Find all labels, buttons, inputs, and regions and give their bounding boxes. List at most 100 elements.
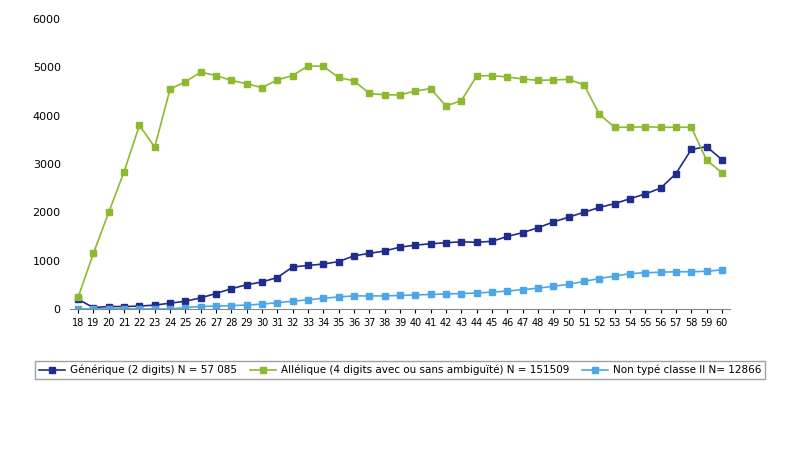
Générique (2 digits) N = 57 085 bbox=[134, 303, 144, 309]
Allélique (4 digits avec ou sans ambiguïté) N = 151509 bbox=[318, 63, 328, 69]
Non typé classe II N= 12866 bbox=[641, 270, 650, 275]
Non typé classe II N= 12866 bbox=[211, 303, 221, 309]
Allélique (4 digits avec ou sans ambiguïté) N = 151509 bbox=[564, 76, 574, 82]
Générique (2 digits) N = 57 085 bbox=[564, 214, 574, 220]
Allélique (4 digits avec ou sans ambiguïté) N = 151509 bbox=[487, 73, 497, 78]
Générique (2 digits) N = 57 085 bbox=[472, 240, 482, 245]
Allélique (4 digits avec ou sans ambiguïté) N = 151509 bbox=[104, 210, 114, 215]
Legend: Générique (2 digits) N = 57 085, Allélique (4 digits avec ou sans ambiguïté) N =: Générique (2 digits) N = 57 085, Alléliq… bbox=[34, 361, 766, 379]
Générique (2 digits) N = 57 085 bbox=[104, 304, 114, 309]
Allélique (4 digits avec ou sans ambiguïté) N = 151509 bbox=[365, 90, 374, 96]
Allélique (4 digits avec ou sans ambiguïté) N = 151509 bbox=[686, 124, 696, 130]
Non typé classe II N= 12866 bbox=[318, 295, 328, 301]
Non typé classe II N= 12866 bbox=[410, 292, 420, 298]
Générique (2 digits) N = 57 085 bbox=[656, 185, 666, 191]
Non typé classe II N= 12866 bbox=[365, 293, 374, 299]
Non typé classe II N= 12866 bbox=[564, 281, 574, 287]
Générique (2 digits) N = 57 085 bbox=[410, 242, 420, 248]
Générique (2 digits) N = 57 085 bbox=[518, 230, 527, 235]
Non typé classe II N= 12866 bbox=[226, 303, 236, 308]
Non typé classe II N= 12866 bbox=[457, 291, 466, 296]
Line: Générique (2 digits) N = 57 085: Générique (2 digits) N = 57 085 bbox=[75, 144, 725, 310]
Générique (2 digits) N = 57 085 bbox=[288, 264, 298, 270]
Allélique (4 digits avec ou sans ambiguïté) N = 151509 bbox=[334, 75, 343, 80]
Générique (2 digits) N = 57 085 bbox=[579, 210, 589, 215]
Non typé classe II N= 12866 bbox=[104, 306, 114, 312]
Allélique (4 digits avec ou sans ambiguïté) N = 151509 bbox=[226, 77, 236, 83]
Allélique (4 digits avec ou sans ambiguïté) N = 151509 bbox=[150, 144, 159, 150]
Non typé classe II N= 12866 bbox=[702, 268, 711, 274]
Générique (2 digits) N = 57 085 bbox=[74, 296, 83, 302]
Générique (2 digits) N = 57 085 bbox=[594, 205, 604, 210]
Allélique (4 digits avec ou sans ambiguïté) N = 151509 bbox=[242, 81, 251, 87]
Non typé classe II N= 12866 bbox=[502, 288, 512, 294]
Non typé classe II N= 12866 bbox=[134, 306, 144, 312]
Allélique (4 digits avec ou sans ambiguïté) N = 151509 bbox=[89, 251, 98, 256]
Générique (2 digits) N = 57 085 bbox=[395, 244, 405, 250]
Allélique (4 digits avec ou sans ambiguïté) N = 151509 bbox=[641, 124, 650, 130]
Générique (2 digits) N = 57 085 bbox=[166, 301, 175, 306]
Générique (2 digits) N = 57 085 bbox=[273, 275, 282, 281]
Allélique (4 digits avec ou sans ambiguïté) N = 151509 bbox=[380, 92, 390, 98]
Allélique (4 digits avec ou sans ambiguïté) N = 151509 bbox=[395, 92, 405, 98]
Générique (2 digits) N = 57 085 bbox=[119, 304, 129, 309]
Générique (2 digits) N = 57 085 bbox=[258, 279, 267, 285]
Non typé classe II N= 12866 bbox=[273, 300, 282, 306]
Générique (2 digits) N = 57 085 bbox=[487, 239, 497, 244]
Non typé classe II N= 12866 bbox=[166, 306, 175, 312]
Générique (2 digits) N = 57 085 bbox=[350, 253, 359, 259]
Non typé classe II N= 12866 bbox=[671, 269, 681, 274]
Générique (2 digits) N = 57 085 bbox=[334, 259, 343, 264]
Non typé classe II N= 12866 bbox=[242, 302, 251, 308]
Non typé classe II N= 12866 bbox=[656, 269, 666, 275]
Non typé classe II N= 12866 bbox=[533, 285, 542, 291]
Allélique (4 digits avec ou sans ambiguïté) N = 151509 bbox=[594, 111, 604, 117]
Non typé classe II N= 12866 bbox=[472, 290, 482, 296]
Non typé classe II N= 12866 bbox=[487, 289, 497, 295]
Allélique (4 digits avec ou sans ambiguïté) N = 151509 bbox=[181, 79, 190, 85]
Générique (2 digits) N = 57 085 bbox=[426, 241, 435, 247]
Allélique (4 digits avec ou sans ambiguïté) N = 151509 bbox=[441, 103, 450, 109]
Non typé classe II N= 12866 bbox=[686, 269, 696, 274]
Générique (2 digits) N = 57 085 bbox=[641, 191, 650, 197]
Allélique (4 digits avec ou sans ambiguïté) N = 151509 bbox=[472, 73, 482, 79]
Générique (2 digits) N = 57 085 bbox=[226, 286, 236, 291]
Non typé classe II N= 12866 bbox=[426, 292, 435, 297]
Non typé classe II N= 12866 bbox=[610, 273, 619, 279]
Non typé classe II N= 12866 bbox=[196, 304, 206, 309]
Allélique (4 digits avec ou sans ambiguïté) N = 151509 bbox=[671, 124, 681, 130]
Allélique (4 digits avec ou sans ambiguïté) N = 151509 bbox=[549, 77, 558, 82]
Générique (2 digits) N = 57 085 bbox=[318, 261, 328, 267]
Allélique (4 digits avec ou sans ambiguïté) N = 151509 bbox=[134, 123, 144, 128]
Non typé classe II N= 12866 bbox=[89, 306, 98, 312]
Non typé classe II N= 12866 bbox=[334, 294, 343, 300]
Non typé classe II N= 12866 bbox=[441, 291, 450, 297]
Non typé classe II N= 12866 bbox=[150, 306, 159, 312]
Générique (2 digits) N = 57 085 bbox=[502, 233, 512, 239]
Générique (2 digits) N = 57 085 bbox=[702, 144, 711, 150]
Générique (2 digits) N = 57 085 bbox=[533, 225, 542, 231]
Non typé classe II N= 12866 bbox=[395, 293, 405, 298]
Non typé classe II N= 12866 bbox=[119, 306, 129, 312]
Allélique (4 digits avec ou sans ambiguïté) N = 151509 bbox=[426, 86, 435, 91]
Générique (2 digits) N = 57 085 bbox=[211, 291, 221, 296]
Allélique (4 digits avec ou sans ambiguïté) N = 151509 bbox=[533, 77, 542, 83]
Allélique (4 digits avec ou sans ambiguïté) N = 151509 bbox=[273, 77, 282, 82]
Générique (2 digits) N = 57 085 bbox=[242, 282, 251, 288]
Allélique (4 digits avec ou sans ambiguïté) N = 151509 bbox=[288, 73, 298, 78]
Allélique (4 digits avec ou sans ambiguïté) N = 151509 bbox=[717, 170, 726, 176]
Générique (2 digits) N = 57 085 bbox=[89, 305, 98, 310]
Générique (2 digits) N = 57 085 bbox=[441, 240, 450, 246]
Non typé classe II N= 12866 bbox=[288, 298, 298, 304]
Allélique (4 digits avec ou sans ambiguïté) N = 151509 bbox=[74, 295, 83, 300]
Générique (2 digits) N = 57 085 bbox=[610, 201, 619, 206]
Non typé classe II N= 12866 bbox=[717, 267, 726, 273]
Générique (2 digits) N = 57 085 bbox=[717, 157, 726, 163]
Générique (2 digits) N = 57 085 bbox=[625, 196, 634, 202]
Allélique (4 digits avec ou sans ambiguïté) N = 151509 bbox=[610, 124, 619, 130]
Allélique (4 digits avec ou sans ambiguïté) N = 151509 bbox=[258, 85, 267, 90]
Non typé classe II N= 12866 bbox=[258, 302, 267, 307]
Non typé classe II N= 12866 bbox=[380, 293, 390, 299]
Générique (2 digits) N = 57 085 bbox=[549, 219, 558, 225]
Allélique (4 digits avec ou sans ambiguïté) N = 151509 bbox=[518, 76, 527, 82]
